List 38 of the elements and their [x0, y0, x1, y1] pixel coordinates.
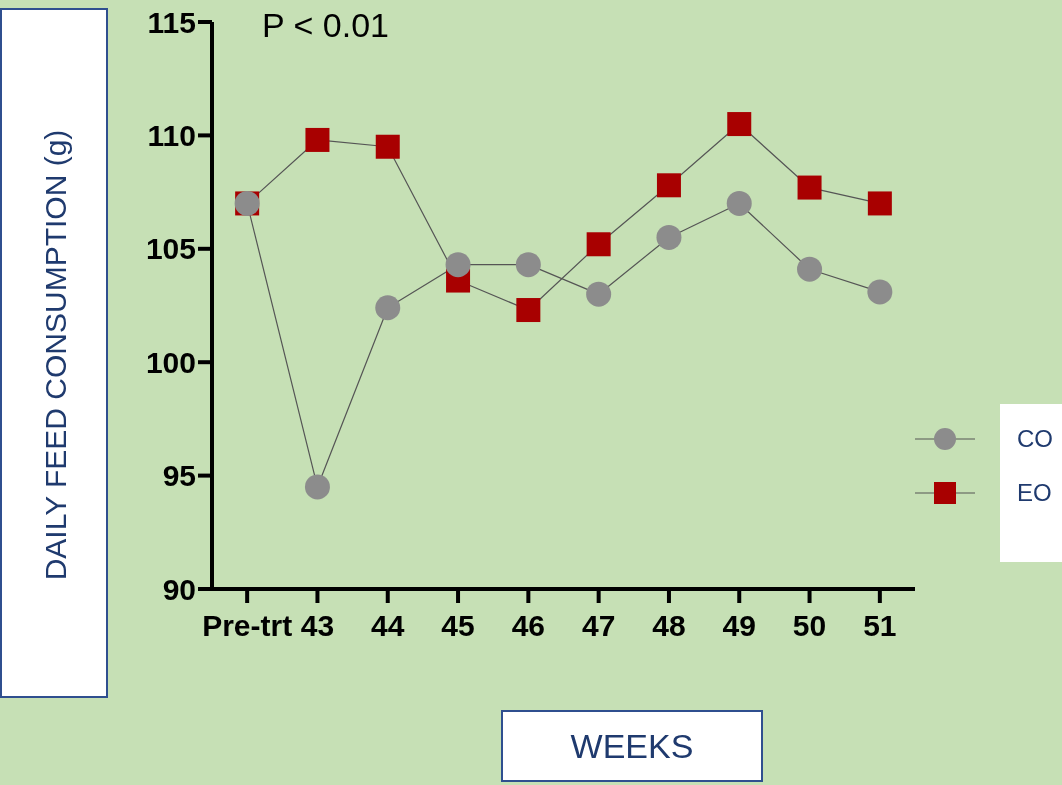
x-tick-label: 46	[511, 609, 546, 643]
x-tick-label: 47	[581, 609, 616, 643]
point	[656, 173, 681, 198]
point	[867, 279, 893, 305]
x-tick-label: Pre-trt	[202, 609, 293, 643]
point	[515, 252, 541, 278]
x-tick-label: 51	[863, 609, 897, 643]
point	[516, 298, 541, 323]
x-tick-label: 45	[441, 609, 475, 643]
y-tick-label: 95	[162, 459, 196, 493]
point	[867, 191, 892, 216]
x-axis-title: WEEKS	[570, 726, 694, 766]
y-tick-label: 115	[147, 5, 196, 39]
legend-label: EO	[1017, 479, 1052, 507]
annotation: P < 0.01	[262, 6, 389, 45]
point	[305, 127, 330, 152]
legend-label: CO	[1017, 425, 1053, 453]
point	[586, 281, 612, 307]
point	[304, 474, 330, 500]
y-tick-label: 100	[145, 345, 196, 379]
point	[797, 175, 822, 200]
point	[375, 134, 400, 159]
y-tick-label: 105	[145, 232, 196, 266]
point	[726, 190, 752, 216]
point	[375, 295, 401, 321]
x-tick-label: 49	[722, 609, 756, 643]
x-tick-label: 44	[371, 609, 405, 643]
x-tick-label: 48	[652, 609, 686, 643]
point	[586, 232, 611, 257]
y-tick-label: 90	[162, 572, 196, 606]
y-axis-title: DAILY FEED CONSUMPTION (g)	[39, 129, 72, 581]
y-tick-label: 110	[147, 119, 196, 153]
x-tick-label: 50	[792, 609, 827, 643]
point	[797, 256, 823, 282]
x-tick-label: 43	[300, 609, 335, 643]
point	[727, 112, 752, 137]
point	[656, 224, 682, 250]
point	[445, 252, 471, 278]
